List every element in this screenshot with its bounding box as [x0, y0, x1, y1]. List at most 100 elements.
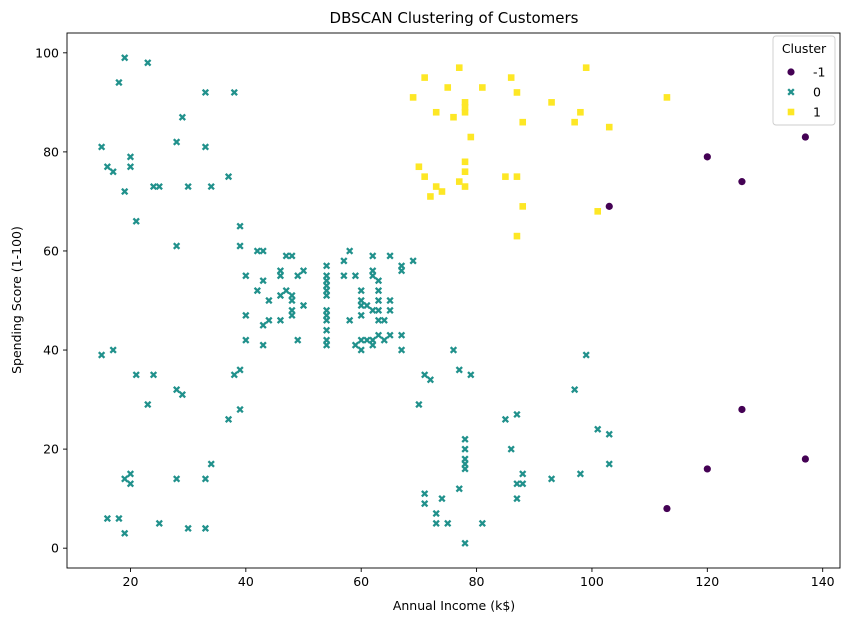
- y-axis-label: Spending Score (1-100): [9, 226, 24, 374]
- series-0: [97, 54, 613, 547]
- data-point: [121, 54, 129, 62]
- data-point: [415, 400, 423, 409]
- data-point: [340, 272, 348, 280]
- series--1: [605, 133, 809, 513]
- data-point: [322, 326, 331, 334]
- data-point: [172, 475, 181, 483]
- data-point: [421, 74, 428, 81]
- data-point: [178, 113, 186, 121]
- data-point: [397, 346, 406, 354]
- y-tick-label: 80: [43, 144, 59, 159]
- data-point: [438, 188, 446, 195]
- data-point: [547, 475, 556, 483]
- data-point: [242, 272, 250, 280]
- data-point: [288, 311, 296, 319]
- data-point: [363, 336, 371, 344]
- data-point: [409, 257, 417, 265]
- data-point: [276, 272, 285, 280]
- x-axis-ticks: 20 40 60 80 100 120 140: [123, 568, 835, 589]
- data-point: [455, 178, 463, 185]
- data-point: [426, 376, 435, 384]
- legend: Cluster -1 0 1: [772, 35, 836, 126]
- data-point: [346, 316, 354, 324]
- data-point: [322, 262, 331, 270]
- data-point: [322, 316, 331, 324]
- data-points: [97, 54, 809, 547]
- data-point: [149, 371, 158, 379]
- data-point: [461, 465, 469, 473]
- data-point: [288, 296, 296, 305]
- data-point: [519, 118, 527, 126]
- data-point: [97, 351, 106, 359]
- data-point: [109, 346, 117, 354]
- data-point: [432, 509, 440, 518]
- series-1: [409, 64, 671, 240]
- data-point: [801, 455, 809, 463]
- data-point: [501, 415, 510, 424]
- data-point: [253, 286, 261, 295]
- data-point: [115, 78, 123, 87]
- data-point: [149, 182, 158, 191]
- data-point: [432, 519, 440, 528]
- data-point: [444, 84, 452, 91]
- plot-frame: [66, 32, 841, 569]
- y-axis-ticks: 0 20 40 60 80 100: [35, 45, 67, 556]
- data-point: [351, 341, 360, 349]
- data-point: [461, 455, 469, 463]
- data-point: [288, 252, 296, 260]
- data-point: [386, 252, 394, 260]
- data-point: [201, 143, 210, 151]
- data-point: [207, 182, 215, 191]
- y-tick-label: 0: [51, 541, 59, 556]
- data-point: [605, 123, 613, 131]
- data-point: [230, 371, 238, 379]
- data-point: [421, 499, 429, 508]
- data-point: [605, 460, 613, 468]
- data-point: [207, 460, 215, 468]
- data-point: [144, 59, 152, 67]
- legend-label: 0: [813, 85, 821, 100]
- data-point: [346, 247, 354, 255]
- data-point: [126, 163, 135, 171]
- data-point: [121, 475, 129, 483]
- data-point: [605, 202, 613, 210]
- data-point: [513, 410, 521, 419]
- x-tick-label: 80: [469, 574, 485, 589]
- data-point: [236, 366, 244, 374]
- x-axis-label: Annual Income (k$): [393, 598, 515, 613]
- data-point: [155, 519, 163, 528]
- data-point: [363, 301, 371, 310]
- legend-item-0: 0: [787, 85, 821, 100]
- data-point: [461, 539, 469, 547]
- data-point: [461, 183, 469, 190]
- data-point: [594, 425, 602, 433]
- data-point: [374, 316, 383, 324]
- data-point: [126, 470, 135, 478]
- chart-title: DBSCAN Clustering of Customers: [330, 9, 579, 27]
- data-point: [357, 286, 365, 295]
- data-point: [421, 490, 429, 498]
- data-point: [432, 108, 440, 116]
- data-point: [513, 480, 521, 488]
- data-point: [513, 89, 521, 96]
- x-tick-label: 140: [811, 574, 835, 589]
- data-point: [126, 153, 135, 161]
- data-point: [178, 391, 186, 399]
- data-point: [801, 133, 809, 141]
- data-point: [467, 371, 475, 379]
- data-point: [357, 346, 365, 354]
- data-point: [374, 306, 383, 315]
- data-point: [386, 306, 394, 315]
- legend-marker: [787, 68, 795, 76]
- data-point: [738, 178, 746, 186]
- data-point: [502, 173, 509, 180]
- legend-marker: [787, 108, 795, 116]
- data-point: [224, 173, 233, 181]
- data-point: [201, 88, 210, 97]
- data-point: [97, 143, 106, 151]
- data-point: [427, 193, 434, 200]
- data-point: [103, 514, 111, 523]
- y-tick-label: 20: [43, 442, 59, 457]
- data-point: [172, 386, 181, 394]
- data-point: [577, 108, 584, 116]
